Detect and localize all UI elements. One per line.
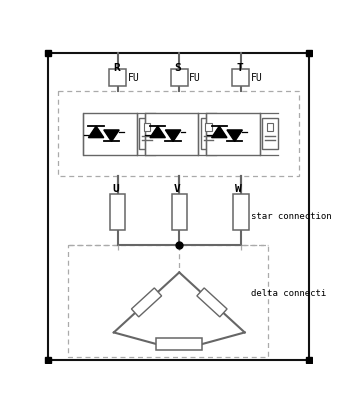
Bar [58, 92, 299, 176]
Polygon shape [227, 130, 243, 142]
Text: FU: FU [128, 72, 139, 83]
Bar [206, 112, 260, 155]
Polygon shape [165, 130, 181, 142]
Polygon shape [197, 288, 227, 317]
Bar [139, 118, 155, 149]
Text: R: R [113, 63, 120, 73]
Text: star connection: star connection [251, 212, 332, 221]
Text: U: U [112, 184, 119, 194]
Text: T: T [236, 63, 243, 73]
Text: V: V [174, 184, 181, 194]
Text: S: S [174, 63, 181, 73]
Polygon shape [104, 130, 119, 142]
Bar [232, 69, 249, 86]
Text: FU: FU [189, 72, 201, 83]
Bar [306, 357, 312, 363]
Polygon shape [88, 126, 104, 138]
Bar [110, 194, 125, 230]
Bar [201, 118, 216, 149]
Bar [45, 50, 51, 56]
Bar [68, 245, 268, 357]
Bar [233, 194, 248, 230]
Bar [172, 194, 187, 230]
Bar [109, 69, 126, 86]
Polygon shape [211, 126, 227, 138]
Bar [267, 123, 273, 131]
Bar [156, 338, 202, 350]
Bar [144, 123, 150, 131]
Text: delta connecti: delta connecti [251, 290, 326, 299]
Bar [45, 357, 51, 363]
Polygon shape [132, 288, 162, 317]
Bar [83, 112, 137, 155]
Bar [306, 50, 312, 56]
Bar [144, 112, 199, 155]
Text: FU: FU [251, 72, 262, 83]
Text: W: W [236, 184, 242, 194]
Polygon shape [150, 126, 165, 138]
Bar [262, 118, 278, 149]
Bar [171, 69, 188, 86]
Bar [206, 123, 211, 131]
